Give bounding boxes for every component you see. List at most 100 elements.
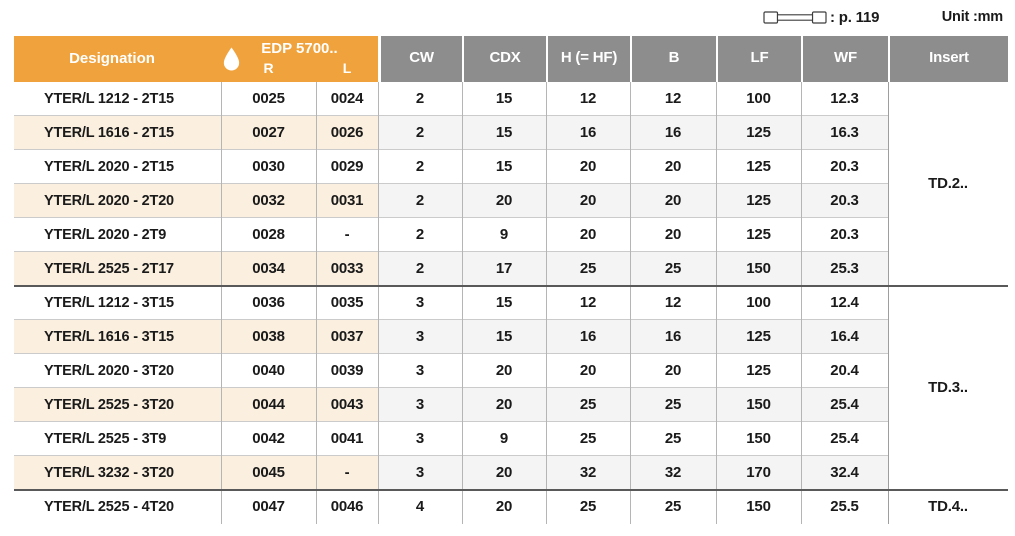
cell-h: 25 [546, 388, 630, 422]
cell-cdx: 20 [462, 354, 546, 388]
cell-r: 0028 [221, 218, 316, 252]
cell-r: 0042 [221, 422, 316, 456]
cell-h: 32 [546, 456, 630, 490]
cell-wf: 20.3 [801, 150, 888, 184]
cell-cdx: 15 [462, 116, 546, 150]
cell-cdx: 20 [462, 388, 546, 422]
cell-h: 16 [546, 116, 630, 150]
cell-r: 0040 [221, 354, 316, 388]
cell-wf: 25.5 [801, 490, 888, 524]
cell-cdx: 9 [462, 422, 546, 456]
cell-lf: 125 [716, 218, 801, 252]
cell-h: 16 [546, 320, 630, 354]
cell-wf: 25.4 [801, 422, 888, 456]
cell-cdx: 9 [462, 218, 546, 252]
cell-b: 16 [630, 320, 716, 354]
cell-r: 0032 [221, 184, 316, 218]
edp-subcolumns: R L [221, 59, 378, 78]
cell-lf: 150 [716, 490, 801, 524]
cell-l: - [316, 218, 378, 252]
cell-lf: 125 [716, 150, 801, 184]
cell-cdx: 20 [462, 490, 546, 524]
cell-lf: 150 [716, 252, 801, 286]
column-header-insert: Insert [888, 36, 1008, 82]
insert-group-label: TD.4.. [888, 490, 1008, 524]
column-header-designation: Designation [69, 50, 155, 67]
cell-cw: 2 [378, 116, 462, 150]
cell-l: 0029 [316, 150, 378, 184]
cell-cw: 2 [378, 218, 462, 252]
column-header-h-hf: H (= HF) [546, 36, 630, 82]
cell-h: 20 [546, 184, 630, 218]
cell-h: 25 [546, 490, 630, 524]
table-body: YTER/L 1212 - 2T15 0025 0024 2 15 12 12 100 12.3… [14, 82, 1008, 524]
cell-l: 0024 [316, 82, 378, 116]
cell-cw: 3 [378, 456, 462, 490]
cell-h: 12 [546, 286, 630, 320]
column-header-edp: EDP 5700.. R L [221, 39, 378, 78]
cell-b: 12 [630, 286, 716, 320]
cell-r: 0047 [221, 490, 316, 524]
cell-designation: YTER/L 2525 - 2T17 [14, 252, 221, 286]
cell-l: 0031 [316, 184, 378, 218]
cell-l: 0037 [316, 320, 378, 354]
cell-r: 0034 [221, 252, 316, 286]
cell-r: 0045 [221, 456, 316, 490]
column-header-cw: CW [378, 36, 462, 82]
cell-wf: 25.4 [801, 388, 888, 422]
cell-designation: YTER/L 2020 - 2T20 [14, 184, 221, 218]
cell-l: 0039 [316, 354, 378, 388]
cell-b: 12 [630, 82, 716, 116]
cell-designation: YTER/L 2020 - 3T20 [14, 354, 221, 388]
cell-l: 0043 [316, 388, 378, 422]
cell-wf: 12.3 [801, 82, 888, 116]
cell-l: 0033 [316, 252, 378, 286]
cell-r: 0044 [221, 388, 316, 422]
column-header-wf: WF [801, 36, 888, 82]
cell-cw: 3 [378, 388, 462, 422]
cell-cdx: 20 [462, 456, 546, 490]
cell-cdx: 15 [462, 286, 546, 320]
cell-b: 25 [630, 252, 716, 286]
cell-l: 0026 [316, 116, 378, 150]
cell-cdx: 15 [462, 150, 546, 184]
edp-title: EDP 5700.. [261, 40, 338, 57]
column-header-cdx: CDX [462, 36, 546, 82]
cell-wf: 20.3 [801, 184, 888, 218]
column-header-edp-r: R [263, 60, 274, 76]
cell-lf: 125 [716, 116, 801, 150]
cell-b: 20 [630, 184, 716, 218]
cell-h: 20 [546, 354, 630, 388]
cell-b: 20 [630, 218, 716, 252]
column-header-lf: LF [716, 36, 801, 82]
cell-wf: 20.4 [801, 354, 888, 388]
cell-cw: 3 [378, 286, 462, 320]
cell-cw: 3 [378, 320, 462, 354]
cell-designation: YTER/L 1616 - 3T15 [14, 320, 221, 354]
cell-h: 20 [546, 150, 630, 184]
cell-designation: YTER/L 1212 - 2T15 [14, 82, 221, 116]
toolholder-blank-icon [763, 9, 827, 26]
insert-group-label: TD.3.. [888, 286, 1008, 490]
cell-h: 12 [546, 82, 630, 116]
cell-cdx: 20 [462, 184, 546, 218]
cell-designation: YTER/L 2525 - 3T20 [14, 388, 221, 422]
cell-lf: 150 [716, 422, 801, 456]
cell-designation: YTER/L 2525 - 4T20 [44, 499, 174, 515]
cell-cw: 2 [378, 252, 462, 286]
cell-wf: 16.3 [801, 116, 888, 150]
cell-r: 0025 [221, 82, 316, 116]
header-designation-edp-block: Designation EDP 5700.. R L [14, 36, 378, 82]
cell-lf: 100 [716, 82, 801, 116]
cell-r: 0030 [221, 150, 316, 184]
cell-cw: 2 [378, 184, 462, 218]
cell-h: 25 [546, 252, 630, 286]
cell-cw: 3 [378, 354, 462, 388]
cell-l: 0035 [316, 286, 378, 320]
cell-cw: 2 [378, 150, 462, 184]
cell-designation: YTER/L 3232 - 3T20 [14, 456, 221, 490]
cell-cw: 3 [378, 422, 462, 456]
cell-b: 25 [630, 422, 716, 456]
cell-cw: 2 [378, 82, 462, 116]
cell-b: 25 [630, 490, 716, 524]
